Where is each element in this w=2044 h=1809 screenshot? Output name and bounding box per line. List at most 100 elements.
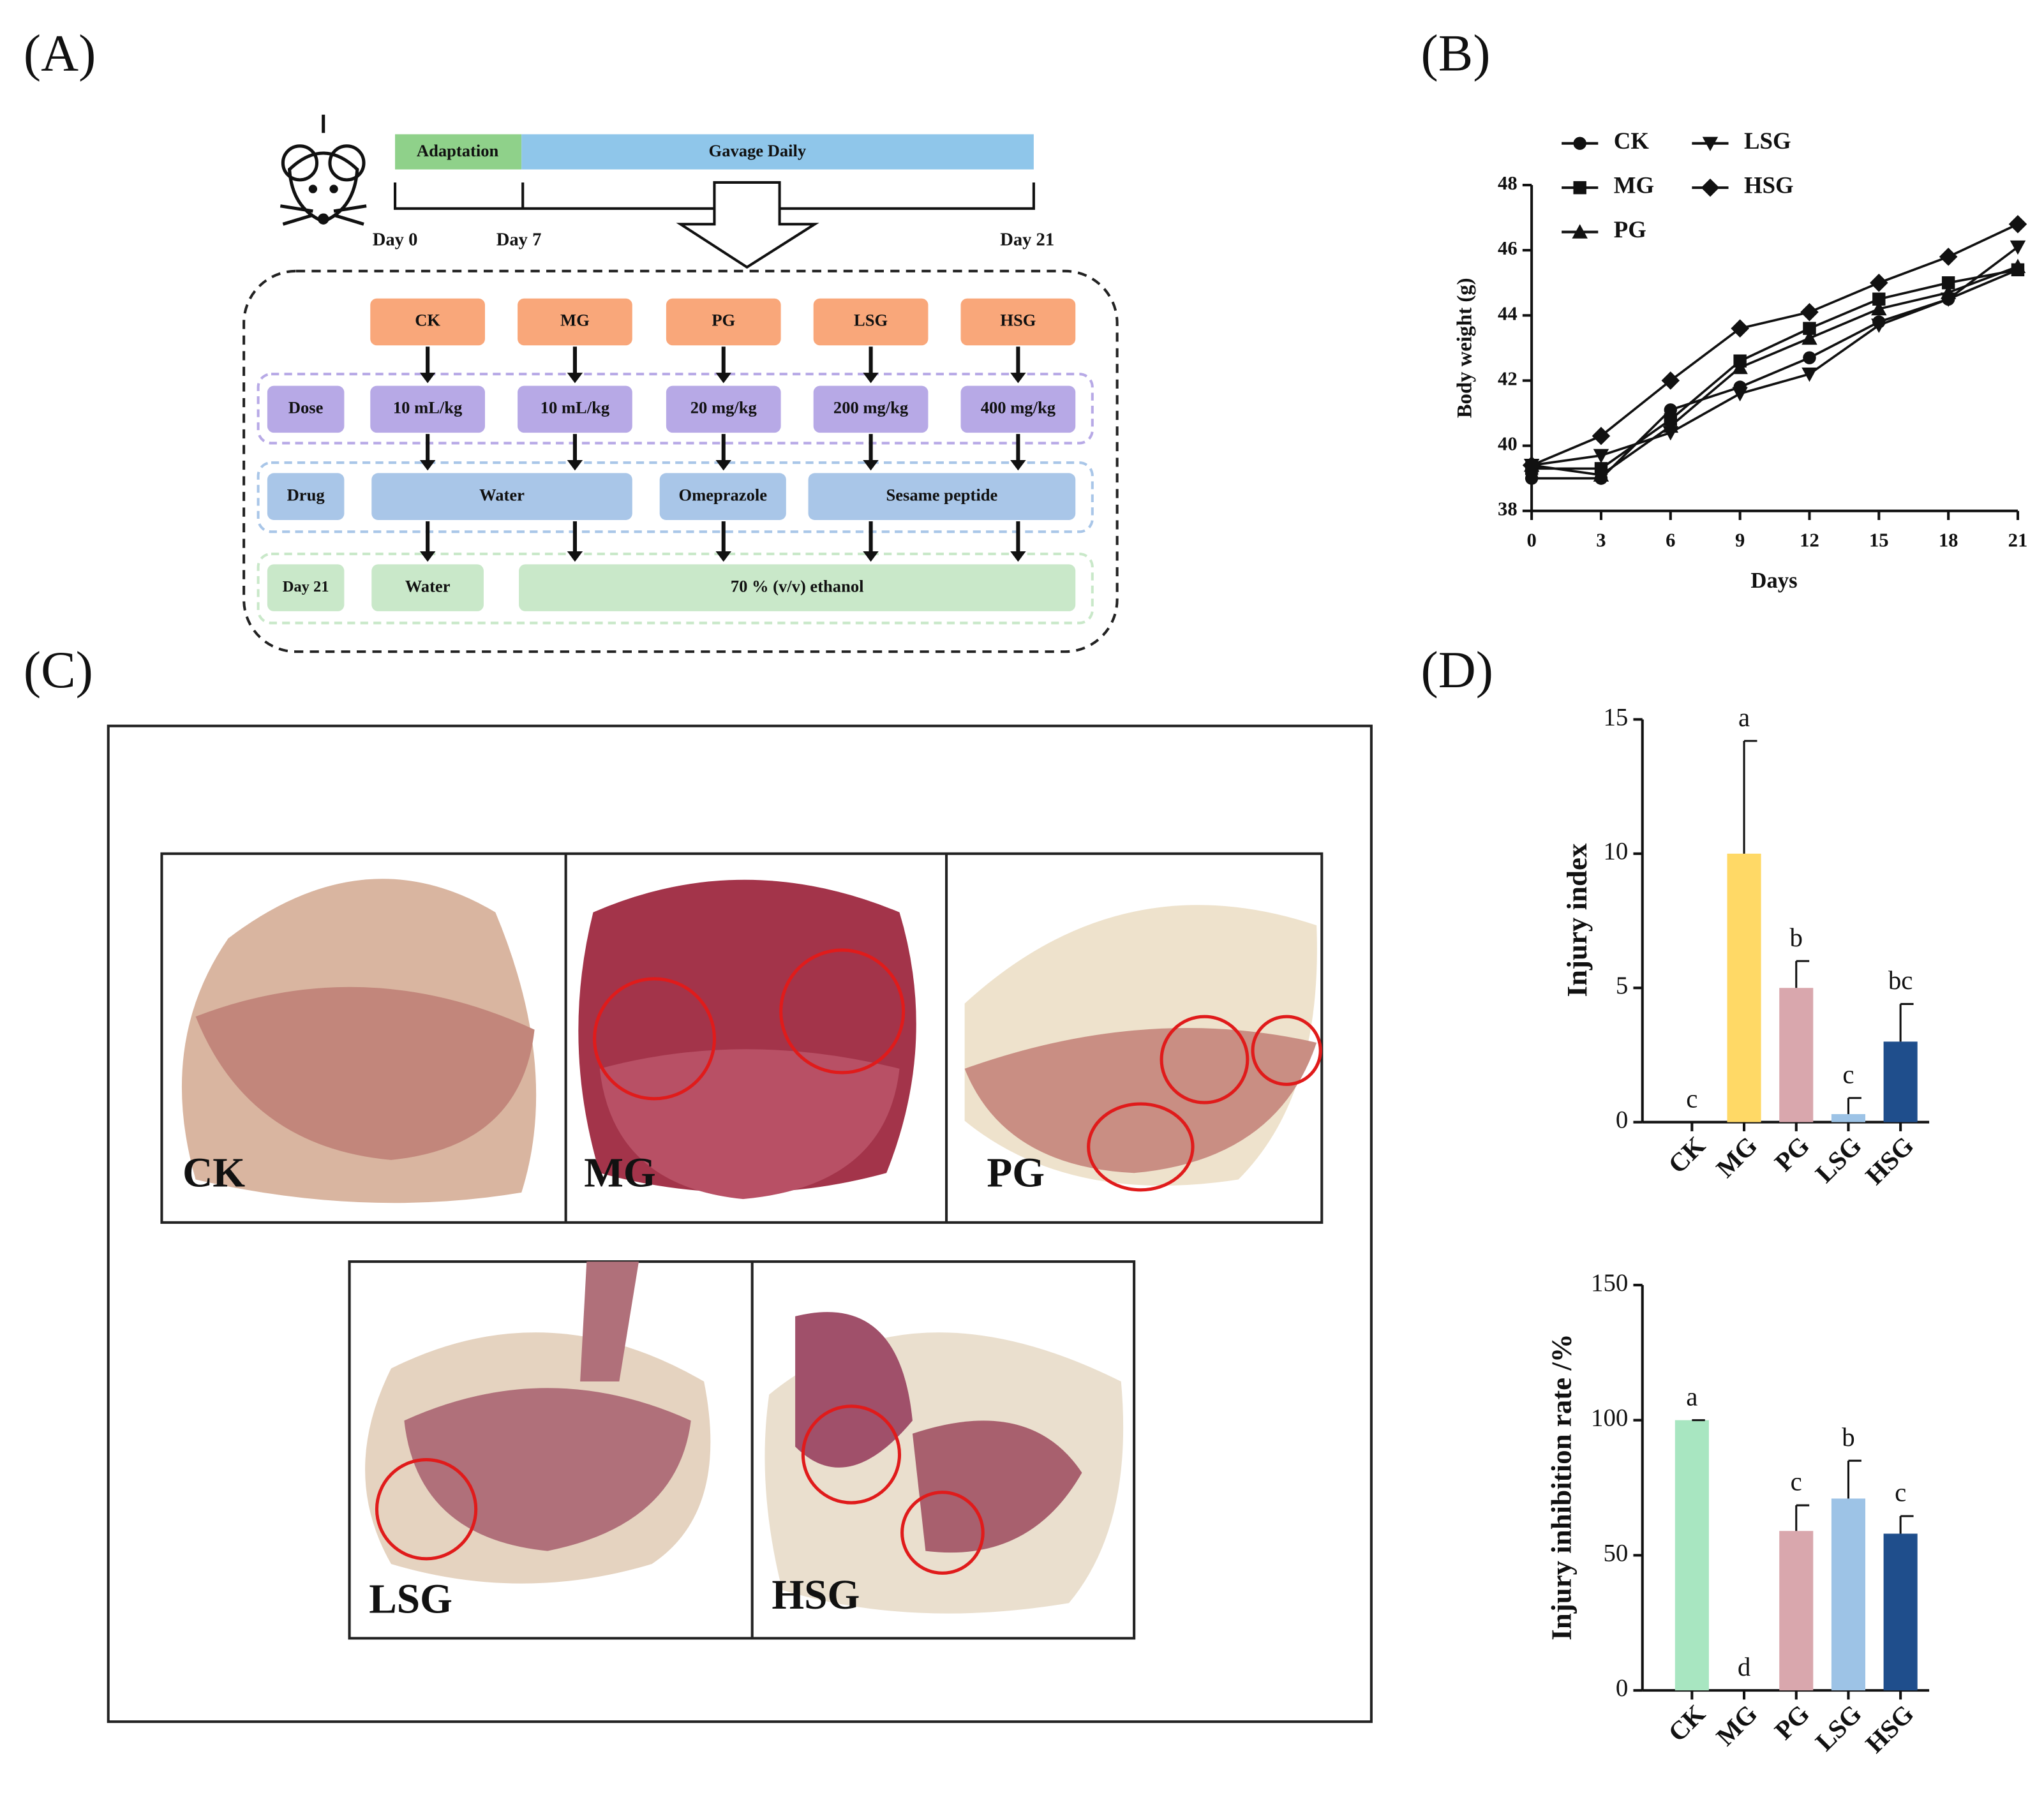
legend-marker — [1701, 178, 1720, 197]
protocol-box — [518, 385, 632, 433]
data-point — [1800, 302, 1819, 322]
legend-marker — [1572, 224, 1588, 239]
y-tick-label: 15 — [1603, 703, 1628, 731]
x-tick-label: PG — [1769, 1699, 1815, 1745]
bar — [1779, 988, 1814, 1122]
flow-arrow-head — [715, 551, 732, 562]
legend-label: MG — [1614, 172, 1654, 198]
y-tick-label: 44 — [1498, 302, 1518, 324]
photo-label: LSG — [369, 1576, 452, 1622]
flow-arrow-head — [1010, 460, 1026, 471]
flow-arrow-head — [1010, 373, 1026, 383]
photo-label: MG — [584, 1150, 656, 1196]
protocol-text: HSG — [1000, 311, 1036, 330]
data-point — [1732, 387, 1748, 402]
significance-letter: c — [1895, 1478, 1906, 1507]
data-point — [1802, 367, 1817, 382]
protocol-text: 70 % (v/v) ethanol — [731, 576, 864, 595]
data-point — [1871, 301, 1887, 316]
protocol-box — [960, 385, 1076, 433]
data-point — [1732, 359, 1748, 375]
data-point — [1941, 276, 1955, 290]
mouse-icon — [280, 114, 367, 226]
protocol-box — [813, 385, 929, 433]
protocol-text: Sesame peptide — [886, 485, 998, 504]
data-point — [2008, 215, 2027, 234]
drug-row — [257, 461, 1094, 533]
panel-label: (B) — [1421, 24, 1491, 82]
y-tick-label: 38 — [1498, 498, 1518, 520]
photo-label: PG — [987, 1150, 1045, 1196]
day-label: Day 0 — [373, 230, 418, 249]
data-point — [1662, 426, 1679, 441]
y-axis-title: Injury index — [1561, 843, 1593, 997]
x-tick-label: LSG — [1810, 1699, 1867, 1757]
flow-arrow-head — [419, 373, 436, 383]
gavage-bar — [521, 134, 1034, 170]
y-tick-label: 0 — [1616, 1106, 1628, 1134]
protocol-text: Water — [479, 485, 525, 504]
flow-arrow-head — [419, 551, 436, 562]
y-tick-label: 50 — [1603, 1539, 1628, 1567]
y-tick-label: 150 — [1591, 1269, 1628, 1297]
protocol-text: 400 mg/kg — [981, 398, 1056, 417]
significance-letter: c — [1842, 1060, 1854, 1089]
protocol-box — [813, 298, 929, 346]
y-tick-label: 40 — [1498, 433, 1518, 455]
photo-frame — [107, 724, 1373, 1723]
protocol-box — [370, 298, 485, 346]
flow-arrow-head — [567, 373, 583, 383]
protocol-text: 10 mL/kg — [541, 398, 610, 417]
y-tick-label: 0 — [1616, 1674, 1628, 1702]
x-tick-label: CK — [1663, 1131, 1711, 1179]
day21-row — [257, 553, 1094, 625]
y-tick-label: 100 — [1591, 1404, 1628, 1432]
bar — [1831, 1113, 1866, 1122]
series-line — [1531, 223, 2018, 466]
x-tick-label: 21 — [2008, 530, 2028, 551]
data-point — [1802, 330, 1817, 345]
y-tick-label: 42 — [1498, 368, 1518, 389]
significance-letter: a — [1686, 1382, 1697, 1411]
photo-label: HSG — [772, 1572, 860, 1618]
flow-arrow-head — [567, 460, 583, 471]
protocol-box — [666, 385, 781, 433]
legend-label: PG — [1614, 216, 1646, 242]
flow-arrow-head — [715, 460, 732, 471]
protocol-text: 10 mL/kg — [393, 398, 463, 417]
data-point — [1593, 467, 1609, 482]
bar — [1883, 1041, 1918, 1122]
protocol-box — [666, 298, 781, 346]
data-point — [1871, 318, 1887, 333]
protocol-text: 200 mg/kg — [833, 398, 909, 417]
big-arrow — [676, 181, 819, 269]
flow-arrow-head — [419, 460, 436, 471]
timeline-label: Gavage Daily — [709, 141, 807, 160]
bar — [1831, 1498, 1866, 1691]
panel-label: (C) — [24, 641, 93, 699]
legend-label: CK — [1614, 128, 1650, 154]
photo-label: CK — [183, 1150, 245, 1196]
protocol-text: Dose — [288, 398, 324, 417]
protocol-box — [519, 564, 1076, 611]
protocol-text: 20 mg/kg — [690, 398, 757, 417]
protocol-box — [267, 564, 345, 611]
data-point — [1592, 426, 1611, 445]
protocol-box — [960, 298, 1076, 346]
data-point — [1731, 319, 1749, 338]
data-point — [1870, 273, 1888, 292]
lesion-circles — [375, 948, 1322, 1575]
bar — [1883, 1533, 1918, 1691]
flow-arrow-head — [715, 373, 732, 383]
significance-letter: a — [1738, 703, 1750, 732]
data-point — [1872, 292, 1886, 306]
photos — [160, 852, 1324, 1640]
protocol-text: Water — [405, 576, 451, 595]
panel-label: (D) — [1421, 641, 1493, 699]
dose-row — [257, 373, 1094, 445]
legend-label: HSG — [1744, 172, 1794, 198]
x-tick-label: 9 — [1735, 530, 1745, 551]
significance-letter: c — [1791, 1468, 1802, 1496]
